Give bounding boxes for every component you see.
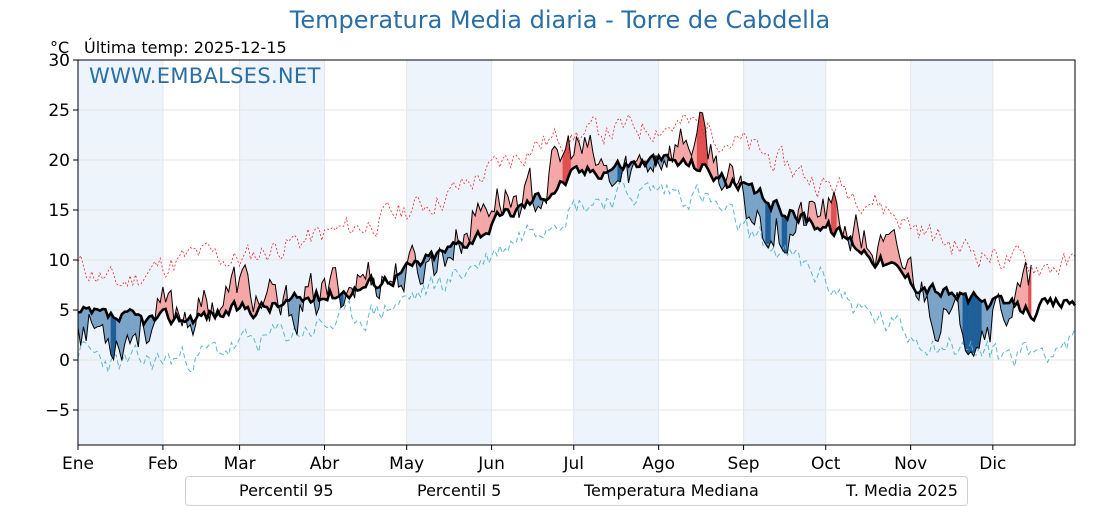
series-p95 [77, 113, 1076, 288]
legend-label-median: Temperatura Mediana [584, 481, 759, 500]
anomaly-band-day-252 [765, 201, 769, 249]
anomaly-band-day-296 [885, 234, 889, 265]
month-band-Ene [78, 60, 163, 445]
x-tick-label-May: May [389, 454, 424, 474]
series-2025 [77, 111, 1032, 362]
y-tick-label-20: 20 [48, 151, 70, 171]
x-tick-label-Mar: Mar [224, 454, 256, 474]
legend-label-p95: Percentil 95 [239, 481, 334, 500]
legend-label-p5: Percentil 5 [417, 481, 502, 500]
month-band-Mar [239, 60, 325, 445]
anomaly-band-day-329 [976, 296, 980, 349]
y-tick-label-15: 15 [48, 201, 70, 221]
x-tick-label-Jul: Jul [563, 454, 585, 474]
x-tick-label-Ago: Ago [642, 454, 675, 474]
y-tick-label-30: 30 [48, 51, 70, 71]
plot-frame [77, 59, 1076, 446]
anomaly-band-day-298 [891, 229, 895, 264]
y-tick-label--5: −5 [45, 401, 70, 421]
x-tick-label-Feb: Feb [148, 454, 178, 474]
anomaly-band-day-228 [699, 111, 703, 171]
legend-label-2025: T. Media 2025 [846, 481, 958, 500]
anomaly-band-day-7 [94, 308, 98, 329]
legend: Percentil 95 Percentil 5 Temperatura Med… [185, 476, 968, 506]
anomaly-fills [77, 111, 1032, 361]
anomaly-band-day-245 [746, 183, 750, 220]
y-unit-label: °C [50, 38, 70, 57]
y-tick-label-5: 5 [59, 301, 70, 321]
anomaly-band-day-314 [935, 291, 939, 342]
x-tick-label-Abr: Abr [310, 454, 339, 474]
anomaly-band-day-175 [554, 145, 558, 194]
series-median [77, 152, 1077, 328]
anomaly-band-day-328 [973, 291, 977, 357]
anomaly-band-day-94 [332, 267, 336, 299]
series-p5 [77, 180, 1076, 373]
x-tick-label-Jun: Jun [477, 454, 505, 474]
x-tick-label-Ene: Ene [62, 454, 94, 474]
series-lines [77, 111, 1077, 373]
y-tick-label-25: 25 [48, 101, 70, 121]
anomaly-band-day-297 [888, 231, 892, 264]
x-tick-label-Sep: Sep [728, 454, 760, 474]
month-band-Jul [573, 60, 659, 445]
month-bands [78, 60, 993, 445]
watermark: WWW.EMBALSES.NET [89, 64, 321, 88]
anomaly-band-day-72 [272, 284, 276, 304]
chart-title: Temperatura Media diaria - Torre de Cabd… [289, 6, 831, 34]
anomaly-band-day-246 [748, 183, 752, 223]
y-tick-label-0: 0 [59, 351, 70, 371]
axes: −5 0 5 10 15 20 25 30 Ene Feb Mar Abr May Jun Jul Ago Se… [45, 51, 1076, 474]
x-tick-label-Nov: Nov [894, 454, 927, 474]
month-band-Nov [910, 60, 993, 445]
y-tick-label-10: 10 [48, 251, 70, 271]
last-update-label: Última temp: 2025-12-15 [84, 38, 287, 57]
x-tick-label-Oct: Oct [811, 454, 841, 474]
anomaly-band-day-13 [110, 312, 114, 361]
anomaly-band-day-8 [96, 309, 101, 328]
anomaly-band-day-261 [789, 210, 794, 236]
anomaly-band-day-251 [762, 197, 766, 245]
anomaly-band-day-174 [551, 145, 555, 195]
x-tick-label-Dic: Dic [979, 454, 1006, 474]
